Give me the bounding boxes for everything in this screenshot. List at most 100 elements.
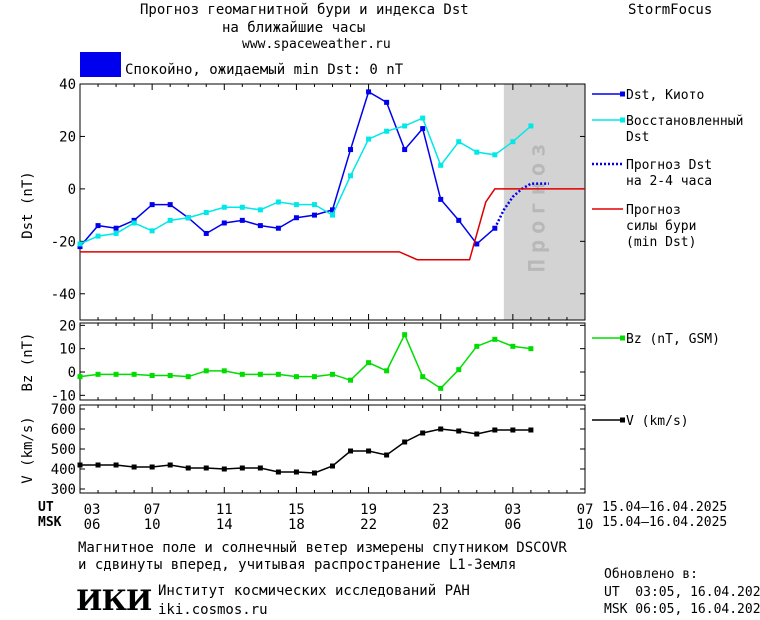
data-point: [420, 430, 426, 436]
data-point: [167, 202, 173, 208]
data-point: [149, 228, 155, 234]
data-point: [402, 332, 408, 338]
data-point: [95, 462, 101, 468]
data-point: [95, 233, 101, 239]
data-point: [402, 147, 408, 153]
data-point: [95, 371, 101, 377]
data-point: [384, 99, 390, 105]
data-point: [257, 371, 263, 377]
data-point: [77, 241, 83, 247]
footer-note-line2: и сдвинуты вперед, учитывая распростране…: [78, 557, 517, 573]
msk-tick-label: 10: [144, 517, 161, 533]
data-point: [366, 448, 372, 454]
series-line: [79, 332, 531, 390]
data-point: [402, 123, 408, 129]
legend-marker: [620, 117, 625, 123]
data-point: [438, 426, 444, 432]
data-point: [330, 463, 335, 469]
data-point: [438, 162, 444, 168]
msk-tick-label: 02: [432, 517, 449, 533]
data-point: [149, 464, 155, 470]
data-point: [384, 368, 390, 374]
data-point: [221, 220, 227, 226]
ut-tick-label: 23: [432, 502, 449, 518]
legend-label: Прогноз силы бури (min Dst): [626, 203, 696, 250]
ut-tick-label: 11: [216, 502, 233, 518]
data-point: [167, 462, 173, 468]
y-tick-label: 300: [51, 482, 76, 498]
data-point: [257, 465, 263, 471]
y-axis-label: Bz (nT): [20, 332, 36, 391]
ut-tick-label: 19: [360, 502, 377, 518]
y-tick-label: -40: [51, 287, 76, 303]
data-point: [528, 346, 534, 352]
data-point: [311, 212, 317, 218]
data-point: [167, 373, 173, 378]
footer-note-line1: Магнитное поле и солнечный ветер измерен…: [78, 540, 567, 556]
series-line: [80, 428, 531, 474]
data-point: [239, 217, 245, 223]
msk-tick-label: 06: [84, 517, 101, 533]
data-point: [456, 428, 462, 434]
data-point: [203, 368, 209, 374]
msk-date-range: 15.04–16.04.2025: [602, 515, 728, 530]
data-point: [77, 374, 83, 380]
y-tick-label: 500: [51, 442, 76, 458]
data-point: [185, 374, 191, 380]
data-point: [348, 147, 354, 153]
data-point: [203, 230, 209, 236]
ut-tick-label: 07: [144, 502, 161, 518]
msk-axis-label: MSK: [38, 515, 62, 530]
legend-marker: [620, 417, 625, 423]
data-point: [348, 377, 354, 383]
y-tick-label: -20: [51, 234, 76, 250]
data-point: [366, 136, 372, 142]
data-point: [257, 207, 263, 213]
y-axis-label: Dst (nT): [20, 171, 36, 238]
ut-tick-label: 03: [84, 502, 101, 518]
data-point: [257, 223, 263, 229]
data-point: [293, 215, 299, 221]
data-point: [438, 385, 444, 391]
page-title-line1: Прогноз геомагнитной бури и индекса Dst: [140, 2, 469, 18]
status-color-swatch: [80, 52, 121, 77]
legend-label: Dst, Киото: [626, 88, 704, 103]
iki-logo: ИКИ: [76, 584, 152, 617]
data-point: [311, 374, 317, 380]
y-tick-label: 700: [51, 402, 76, 418]
data-point: [456, 217, 462, 223]
status-text: Спокойно, ожидаемый min Dst: 0 nT: [125, 62, 404, 78]
institute-url[interactable]: iki.cosmos.ru: [158, 602, 268, 618]
data-point: [293, 469, 299, 475]
data-point: [275, 371, 281, 377]
data-point: [221, 466, 227, 472]
y-tick-label: 600: [51, 422, 76, 438]
brand-name: StormFocus: [628, 2, 713, 18]
data-point: [384, 452, 390, 458]
ut-date-range: 15.04–16.04.2025: [602, 500, 728, 515]
data-point: [456, 139, 462, 145]
data-point: [474, 241, 480, 247]
data-point: [456, 367, 462, 373]
series-line: [80, 188, 585, 261]
panel-frame: [79, 404, 586, 494]
data-point: [113, 225, 119, 231]
data-point: [203, 465, 209, 471]
data-point: [474, 343, 480, 349]
y-tick-label: 10: [59, 342, 76, 358]
data-point: [203, 209, 209, 215]
data-point: [113, 230, 119, 236]
forecast-band-label: Прогноз: [525, 138, 550, 273]
legend-label: Восстановленный Dst: [626, 114, 743, 145]
data-point: [77, 244, 83, 250]
msk-tick-label: 06: [504, 517, 521, 533]
legend-marker: [620, 335, 625, 341]
y-tick-label: 20: [59, 318, 76, 334]
ut-tick-label: 03: [504, 502, 521, 518]
data-point: [474, 431, 480, 437]
data-point: [330, 212, 335, 218]
data-point: [149, 373, 155, 378]
data-point: [131, 464, 137, 470]
data-point: [420, 374, 426, 380]
y-tick-label: 0: [68, 365, 76, 381]
